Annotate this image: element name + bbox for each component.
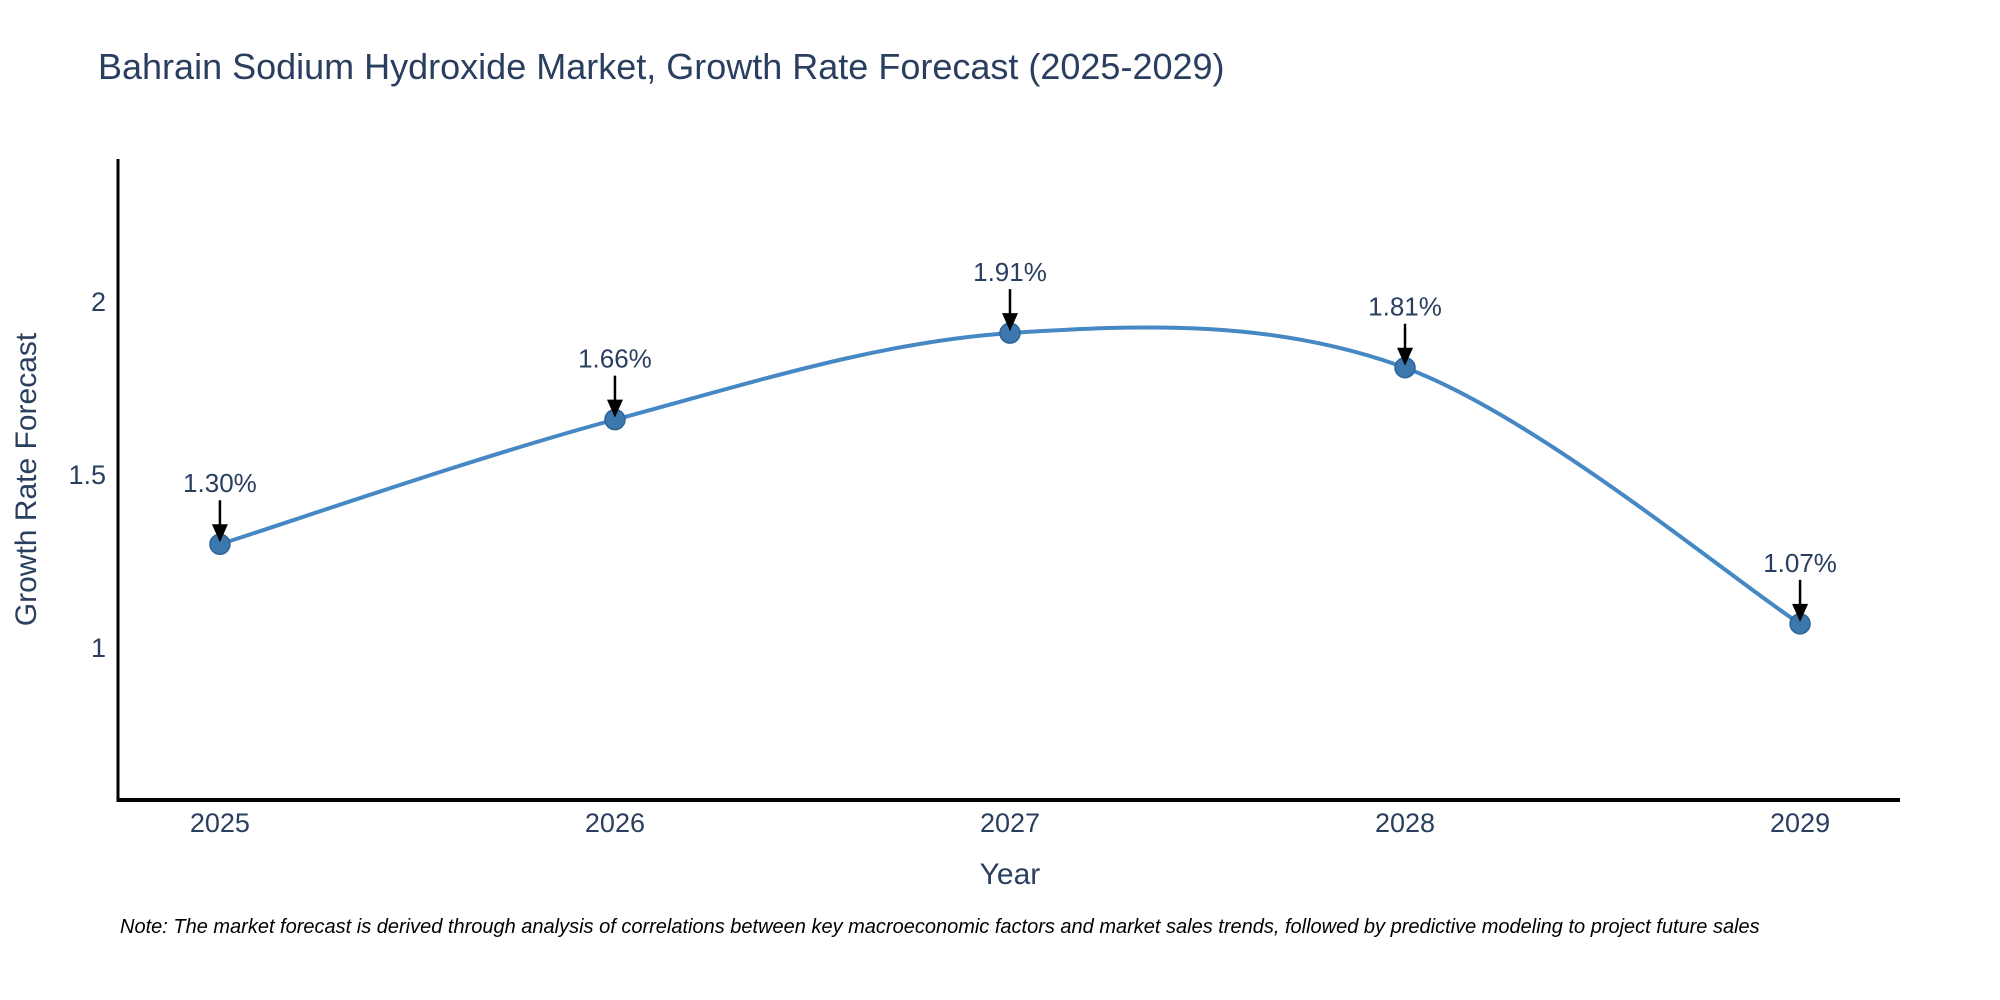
point-value-label: 1.66% xyxy=(578,344,652,374)
point-value-label: 1.30% xyxy=(183,468,257,498)
x-axis-title: Year xyxy=(980,858,1041,891)
chart-title: Bahrain Sodium Hydroxide Market, Growth … xyxy=(98,46,1225,87)
x-tick-label: 2025 xyxy=(190,808,250,838)
annotation-arrowhead-icon xyxy=(1001,313,1018,332)
footnote: Note: The market forecast is derived thr… xyxy=(120,916,1760,938)
y-tick-label: 1 xyxy=(91,633,106,663)
x-tick-label: 2028 xyxy=(1375,808,1435,838)
y-axis-title: Growth Rate Forecast xyxy=(10,332,43,626)
x-tick-label: 2029 xyxy=(1770,808,1830,838)
x-tick-label: 2027 xyxy=(980,808,1040,838)
annotation-arrowhead-icon xyxy=(1397,347,1414,366)
point-value-label: 1.81% xyxy=(1368,292,1442,322)
point-value-label: 1.91% xyxy=(973,257,1047,287)
annotation-arrowhead-icon xyxy=(1792,603,1809,622)
annotation-arrowhead-icon xyxy=(211,524,228,543)
trend-line xyxy=(217,325,1803,626)
x-tick-label: 2026 xyxy=(585,808,645,838)
annotation-arrowhead-icon xyxy=(606,399,623,418)
y-tick-label: 1.5 xyxy=(68,460,106,490)
y-tick-label: 2 xyxy=(91,287,106,317)
point-value-label: 1.07% xyxy=(1763,548,1837,578)
